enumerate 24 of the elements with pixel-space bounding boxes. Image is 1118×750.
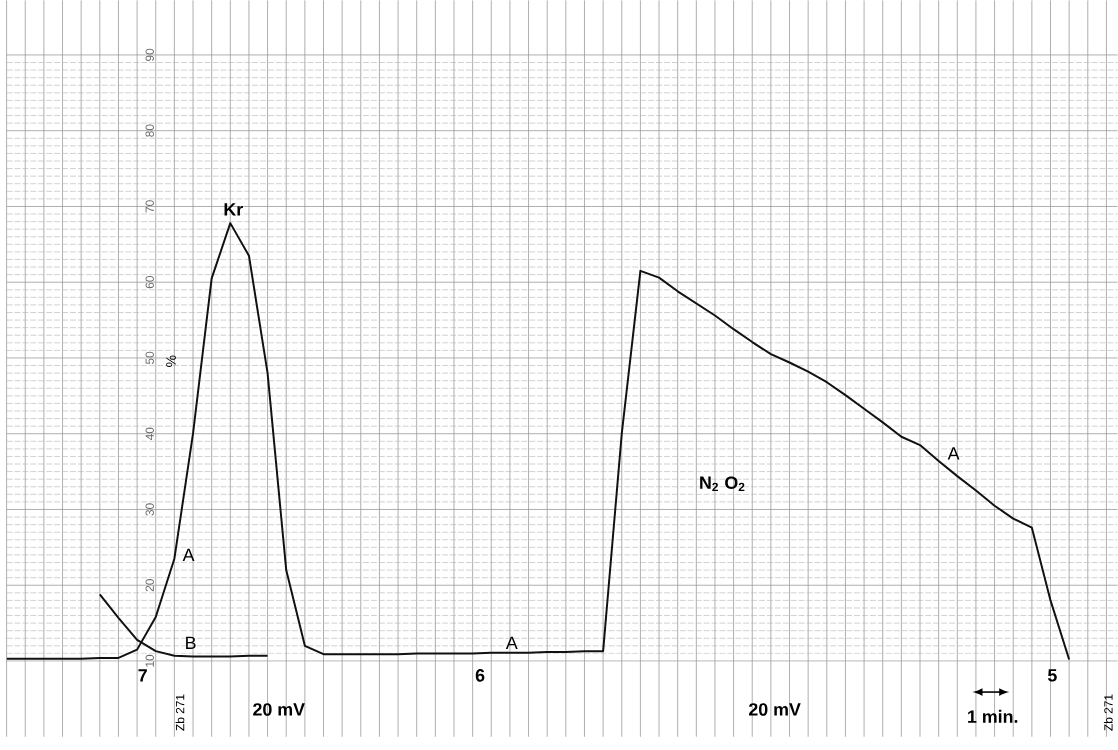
y-tick-label: 90 [145,48,154,61]
y-tick-label: 70 [145,200,154,213]
annotation: 20 mV [253,702,305,716]
y-tick-label: 80 [145,124,154,137]
annotation: Kr [224,203,243,216]
annotation: 7 [138,669,147,682]
y-tick-label: 30 [145,503,154,516]
y-tick-label: 40 [145,427,154,440]
y-tick-label: 20 [145,578,154,592]
annotation: A [182,548,195,561]
annotation: N$_{2}$ O$_{2}$ [700,476,745,491]
annotation: 20 mV [748,702,801,716]
annotation: 1 min. [968,709,1018,723]
y-axis-title: % [166,355,176,367]
annotation: A [505,636,518,649]
y-tick-label: 50 [145,351,154,364]
annotation: Zb 271 [1103,694,1113,731]
annotation: B [186,636,196,649]
y-tick-label: 60 [145,275,154,289]
annotation: 5 [1047,668,1057,682]
y-tick-label: 10 [145,654,154,667]
annotation: 6 [475,668,485,682]
annotation: Zb 271 [175,694,185,731]
annotation: A [947,447,960,460]
